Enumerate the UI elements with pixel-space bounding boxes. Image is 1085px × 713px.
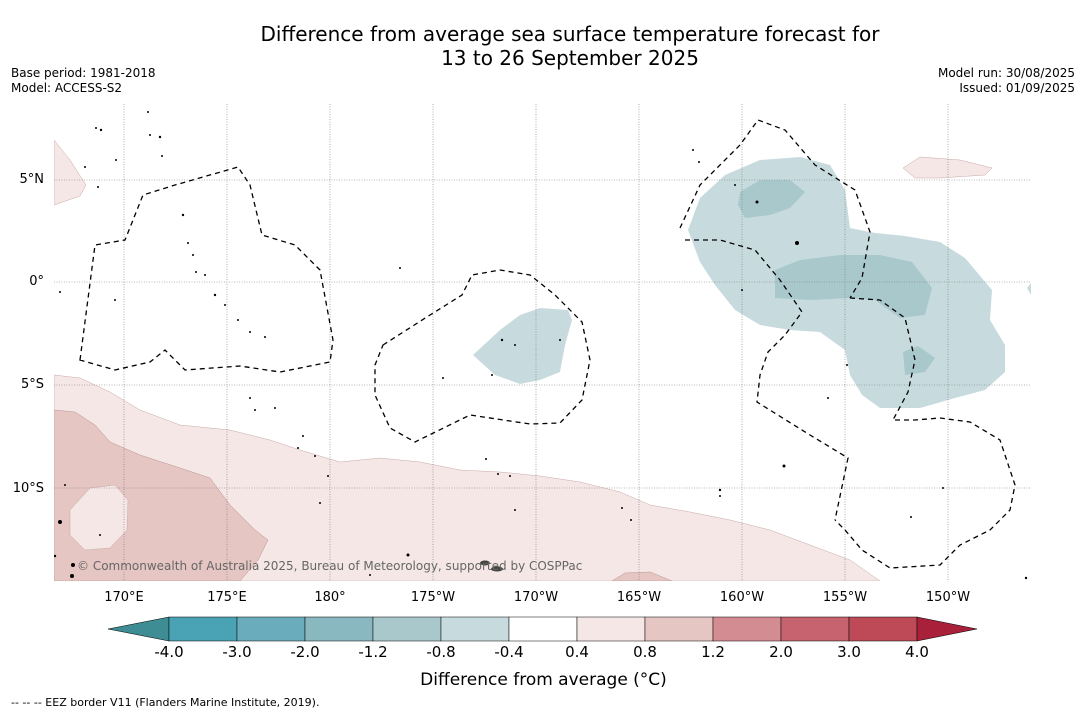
colorbar-tick-label: 1.2 xyxy=(701,643,725,661)
lon-label-170e: 170°E xyxy=(104,590,144,605)
colorbar-tick-label: 4.0 xyxy=(905,643,929,661)
anomaly-region-warm-light-south xyxy=(54,374,881,581)
lon-label-175w: 175°W xyxy=(410,590,456,605)
anomaly-region-warm-pocket xyxy=(69,484,129,551)
colorbar-tick-label: -3.0 xyxy=(222,643,252,661)
lon-label-160w: 160°W xyxy=(719,590,765,605)
issued-label: Issued: 01/09/2025 xyxy=(959,81,1075,95)
anomaly-region-warm-patch-bottom xyxy=(611,571,673,581)
eez-border-kiribati-line-north xyxy=(679,119,871,299)
gridlines xyxy=(54,104,1031,581)
model-label: Model: ACCESS-S2 xyxy=(11,81,123,95)
map-title-line1: Difference from average sea surface temp… xyxy=(260,22,880,46)
anomaly-region-cool-deep-center xyxy=(775,255,932,318)
colorbar-tick-label: -4.0 xyxy=(154,643,184,661)
anomaly-region-cool-deep-south xyxy=(903,346,935,375)
colorbar-tick-label: -0.4 xyxy=(494,643,524,661)
map-title-line2: 13 to 26 September 2025 xyxy=(441,46,699,70)
anomaly-region-warm-northeast xyxy=(902,156,993,179)
colorbar-title: Difference from average (°C) xyxy=(420,670,667,690)
anomaly-region-cool-deep-north xyxy=(738,180,805,218)
colorbar-tick-label: 2.0 xyxy=(769,643,793,661)
colorbar-tick-label: 0.4 xyxy=(565,643,589,661)
lat-label-5n: 5°N xyxy=(19,172,45,187)
colorbar-tick-label: 3.0 xyxy=(837,643,861,661)
lon-label-170w: 170°W xyxy=(513,590,559,605)
colorbar-tick-label: -2.0 xyxy=(290,643,320,661)
lon-label-165w: 165°W xyxy=(616,590,662,605)
lon-label-150w: 150°W xyxy=(925,590,971,605)
eez-borders xyxy=(79,119,1016,569)
copyright-notice: © Commonwealth of Australia 2025, Bureau… xyxy=(77,559,583,573)
eez-border-kiribati-phoenix xyxy=(374,269,591,443)
eez-border-kiribati-line-south xyxy=(849,297,916,421)
anomaly-region-warm-northwest xyxy=(54,139,87,206)
eez-border-kiribati-gilbert xyxy=(79,166,334,373)
lat-label-5s: 5°S xyxy=(20,377,44,392)
anomaly-region-cool-edge xyxy=(1027,283,1031,295)
map-plot-area xyxy=(54,104,1031,581)
model-run-label: Model run: 30/08/2025 xyxy=(937,66,1075,80)
islands xyxy=(54,111,1028,580)
colorbar-tick-label: 0.8 xyxy=(633,643,657,661)
base-period-label: Base period: 1981-2018 xyxy=(11,66,156,80)
colorbar-tick-label: -0.8 xyxy=(426,643,456,661)
lon-label-175e: 175°E xyxy=(207,590,247,605)
eez-border-cook-north xyxy=(834,417,1016,569)
lat-label-10s: 10°S xyxy=(12,481,44,496)
colorbar-tick-label: -1.2 xyxy=(358,643,388,661)
anomaly-region-cool-central xyxy=(473,308,572,384)
eez-footnote: -- -- -- EEZ border V11 (Flanders Marine… xyxy=(11,696,320,709)
lon-label-180: 180° xyxy=(314,590,346,605)
eez-border-kiribati-line-mid xyxy=(685,239,849,521)
lat-label-0: 0° xyxy=(29,274,44,289)
lon-label-155w: 155°W xyxy=(822,590,868,605)
